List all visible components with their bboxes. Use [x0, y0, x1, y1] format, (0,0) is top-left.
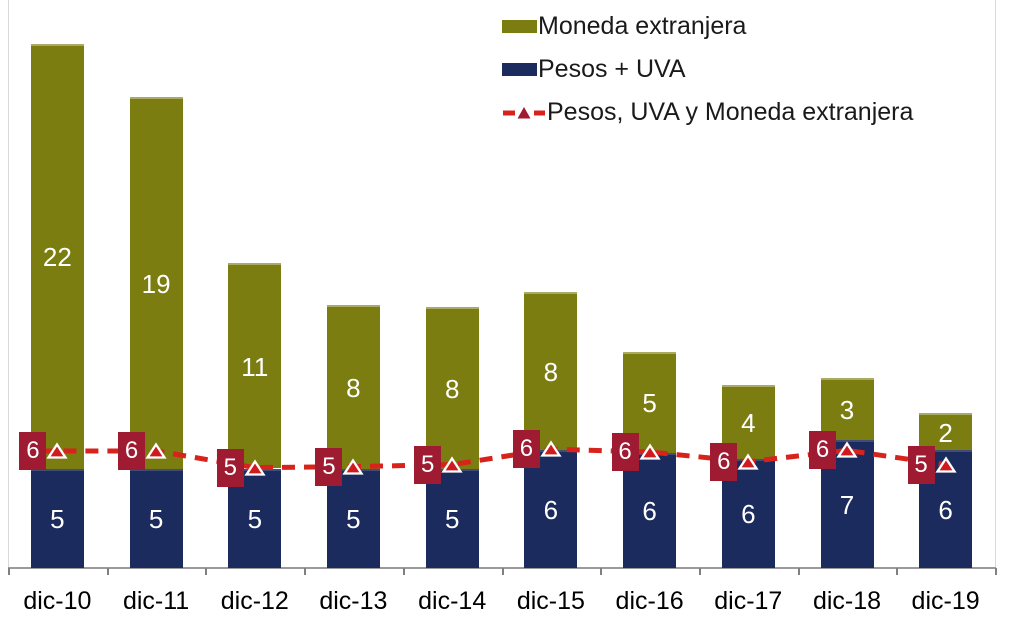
- x-axis-label: dic-14: [418, 587, 487, 615]
- bar-value-label-pesos-uva: 5: [50, 504, 65, 535]
- line-value-label: 6: [611, 433, 639, 471]
- legend-item-pesos-uva: Pesos + UVA: [502, 48, 913, 91]
- x-axis-label: dic-11: [122, 587, 190, 615]
- x-axis-tick: [896, 568, 899, 575]
- bar-segment-pesos-uva: 5: [228, 468, 282, 568]
- bar-segment-moneda-extranjera: 22: [30, 43, 84, 469]
- bar-value-label-pesos-uva: 6: [741, 499, 756, 530]
- x-axis-label: dic-17: [714, 587, 783, 615]
- bar-value-label-pesos-uva: 6: [543, 495, 559, 525]
- bar-value-label-pesos-uva: 5: [444, 504, 460, 535]
- triangle-marker-icon: [46, 442, 69, 459]
- line-value-label: 5: [315, 447, 343, 486]
- legend-label-line-series: Pesos, UVA y Moneda extranjera: [547, 98, 914, 126]
- plot-border-right: [995, 0, 996, 568]
- bar-value-label-moneda-extranjera: 19: [141, 268, 171, 299]
- legend: Moneda extranjera Pesos + UVA Pesos, UVA…: [502, 5, 913, 134]
- x-axis-tick: [205, 568, 208, 575]
- bar-value-label-pesos-uva: 5: [148, 504, 164, 535]
- bar-value-label-moneda-extranjera: 3: [839, 395, 855, 426]
- x-axis-tick: [501, 568, 504, 575]
- triangle-marker-icon: [934, 455, 957, 473]
- legend-line-sample-icon: [503, 106, 545, 118]
- x-axis-tick: [600, 568, 603, 575]
- legend-item-moneda-extranjera: Moneda extranjera: [502, 5, 913, 48]
- bar-segment-pesos-uva: 6: [524, 450, 578, 568]
- bar-value-label-pesos-uva: 6: [642, 496, 657, 527]
- line-value-label: 5: [216, 448, 244, 487]
- bar-value-label-moneda-extranjera: 8: [346, 372, 361, 403]
- x-axis-tick: [8, 568, 10, 575]
- bar-segment-moneda-extranjera: 2: [919, 413, 973, 451]
- legend-swatch-pesos-uva: [502, 63, 537, 76]
- triangle-marker-icon: [244, 458, 266, 476]
- line-value-label: 5: [907, 445, 935, 484]
- bar-value-label-pesos-uva: 6: [938, 495, 953, 525]
- bar-segment-pesos-uva: 5: [129, 468, 183, 568]
- legend-label-moneda-extranjera: Moneda extranjera: [538, 12, 747, 40]
- line-value-label: 6: [809, 431, 836, 470]
- bar-value-label-pesos-uva: 5: [247, 504, 263, 535]
- bar-segment-moneda-extranjera: 19: [129, 97, 183, 469]
- triangle-marker-icon: [145, 442, 167, 459]
- line-value-label: 6: [512, 430, 540, 469]
- line-value-label: 6: [118, 432, 146, 470]
- legend-swatch-moneda-extranjera: [502, 20, 537, 33]
- x-axis-label: dic-16: [615, 587, 684, 615]
- bar-segment-moneda-extranjera: 8: [524, 292, 578, 451]
- bar-value-label-moneda-extranjera: 5: [642, 388, 657, 419]
- x-axis-tick: [402, 568, 405, 575]
- bar-value-label-moneda-extranjera: 4: [741, 407, 756, 438]
- bar-segment-moneda-extranjera: 11: [228, 262, 282, 469]
- bar-value-label-moneda-extranjera: 22: [42, 242, 72, 273]
- x-axis-label: dic-10: [23, 587, 92, 615]
- line-value-label: 5: [414, 445, 442, 484]
- bar-segment-pesos-uva: 5: [30, 468, 84, 568]
- bar-value-label-moneda-extranjera: 8: [444, 373, 460, 404]
- x-axis-label: dic-19: [911, 587, 980, 615]
- triangle-marker-icon: [342, 457, 365, 475]
- line-value-label: 6: [19, 432, 47, 470]
- x-axis-tick: [304, 568, 307, 575]
- bar-segment-moneda-extranjera: 8: [425, 306, 479, 469]
- x-axis-tick: [106, 568, 109, 575]
- bar-value-label-moneda-extranjera: 2: [938, 417, 953, 448]
- triangle-marker-icon: [836, 441, 858, 459]
- bar-segment-moneda-extranjera: 3: [820, 377, 874, 441]
- bar-segment-pesos-uva: 5: [425, 468, 479, 568]
- x-axis-label: dic-12: [220, 587, 289, 615]
- bar-value-label-pesos-uva: 5: [346, 504, 361, 535]
- x-axis-tick: [698, 568, 701, 575]
- x-axis-label: dic-15: [516, 587, 585, 615]
- bar-value-label-moneda-extranjera: 8: [543, 357, 559, 388]
- x-axis-tick: [797, 568, 800, 575]
- line-value-label: 6: [710, 442, 738, 481]
- triangle-marker-icon: [540, 440, 562, 457]
- x-axis-label: dic-13: [319, 587, 388, 615]
- triangle-marker-icon: [638, 443, 661, 460]
- triangle-marker-icon: [737, 453, 759, 470]
- legend-label-pesos-uva: Pesos + UVA: [538, 55, 686, 83]
- bar-value-label-moneda-extranjera: 11: [241, 351, 269, 382]
- bar-segment-moneda-extranjera: 8: [326, 304, 380, 469]
- legend-item-line-series: Pesos, UVA y Moneda extranjera: [502, 91, 913, 134]
- bar-value-label-pesos-uva: 7: [839, 490, 855, 521]
- triangle-marker-icon: [441, 455, 463, 473]
- plot-border-left: [8, 0, 9, 568]
- x-axis-tick: [995, 568, 997, 575]
- x-axis-label: dic-18: [812, 587, 882, 615]
